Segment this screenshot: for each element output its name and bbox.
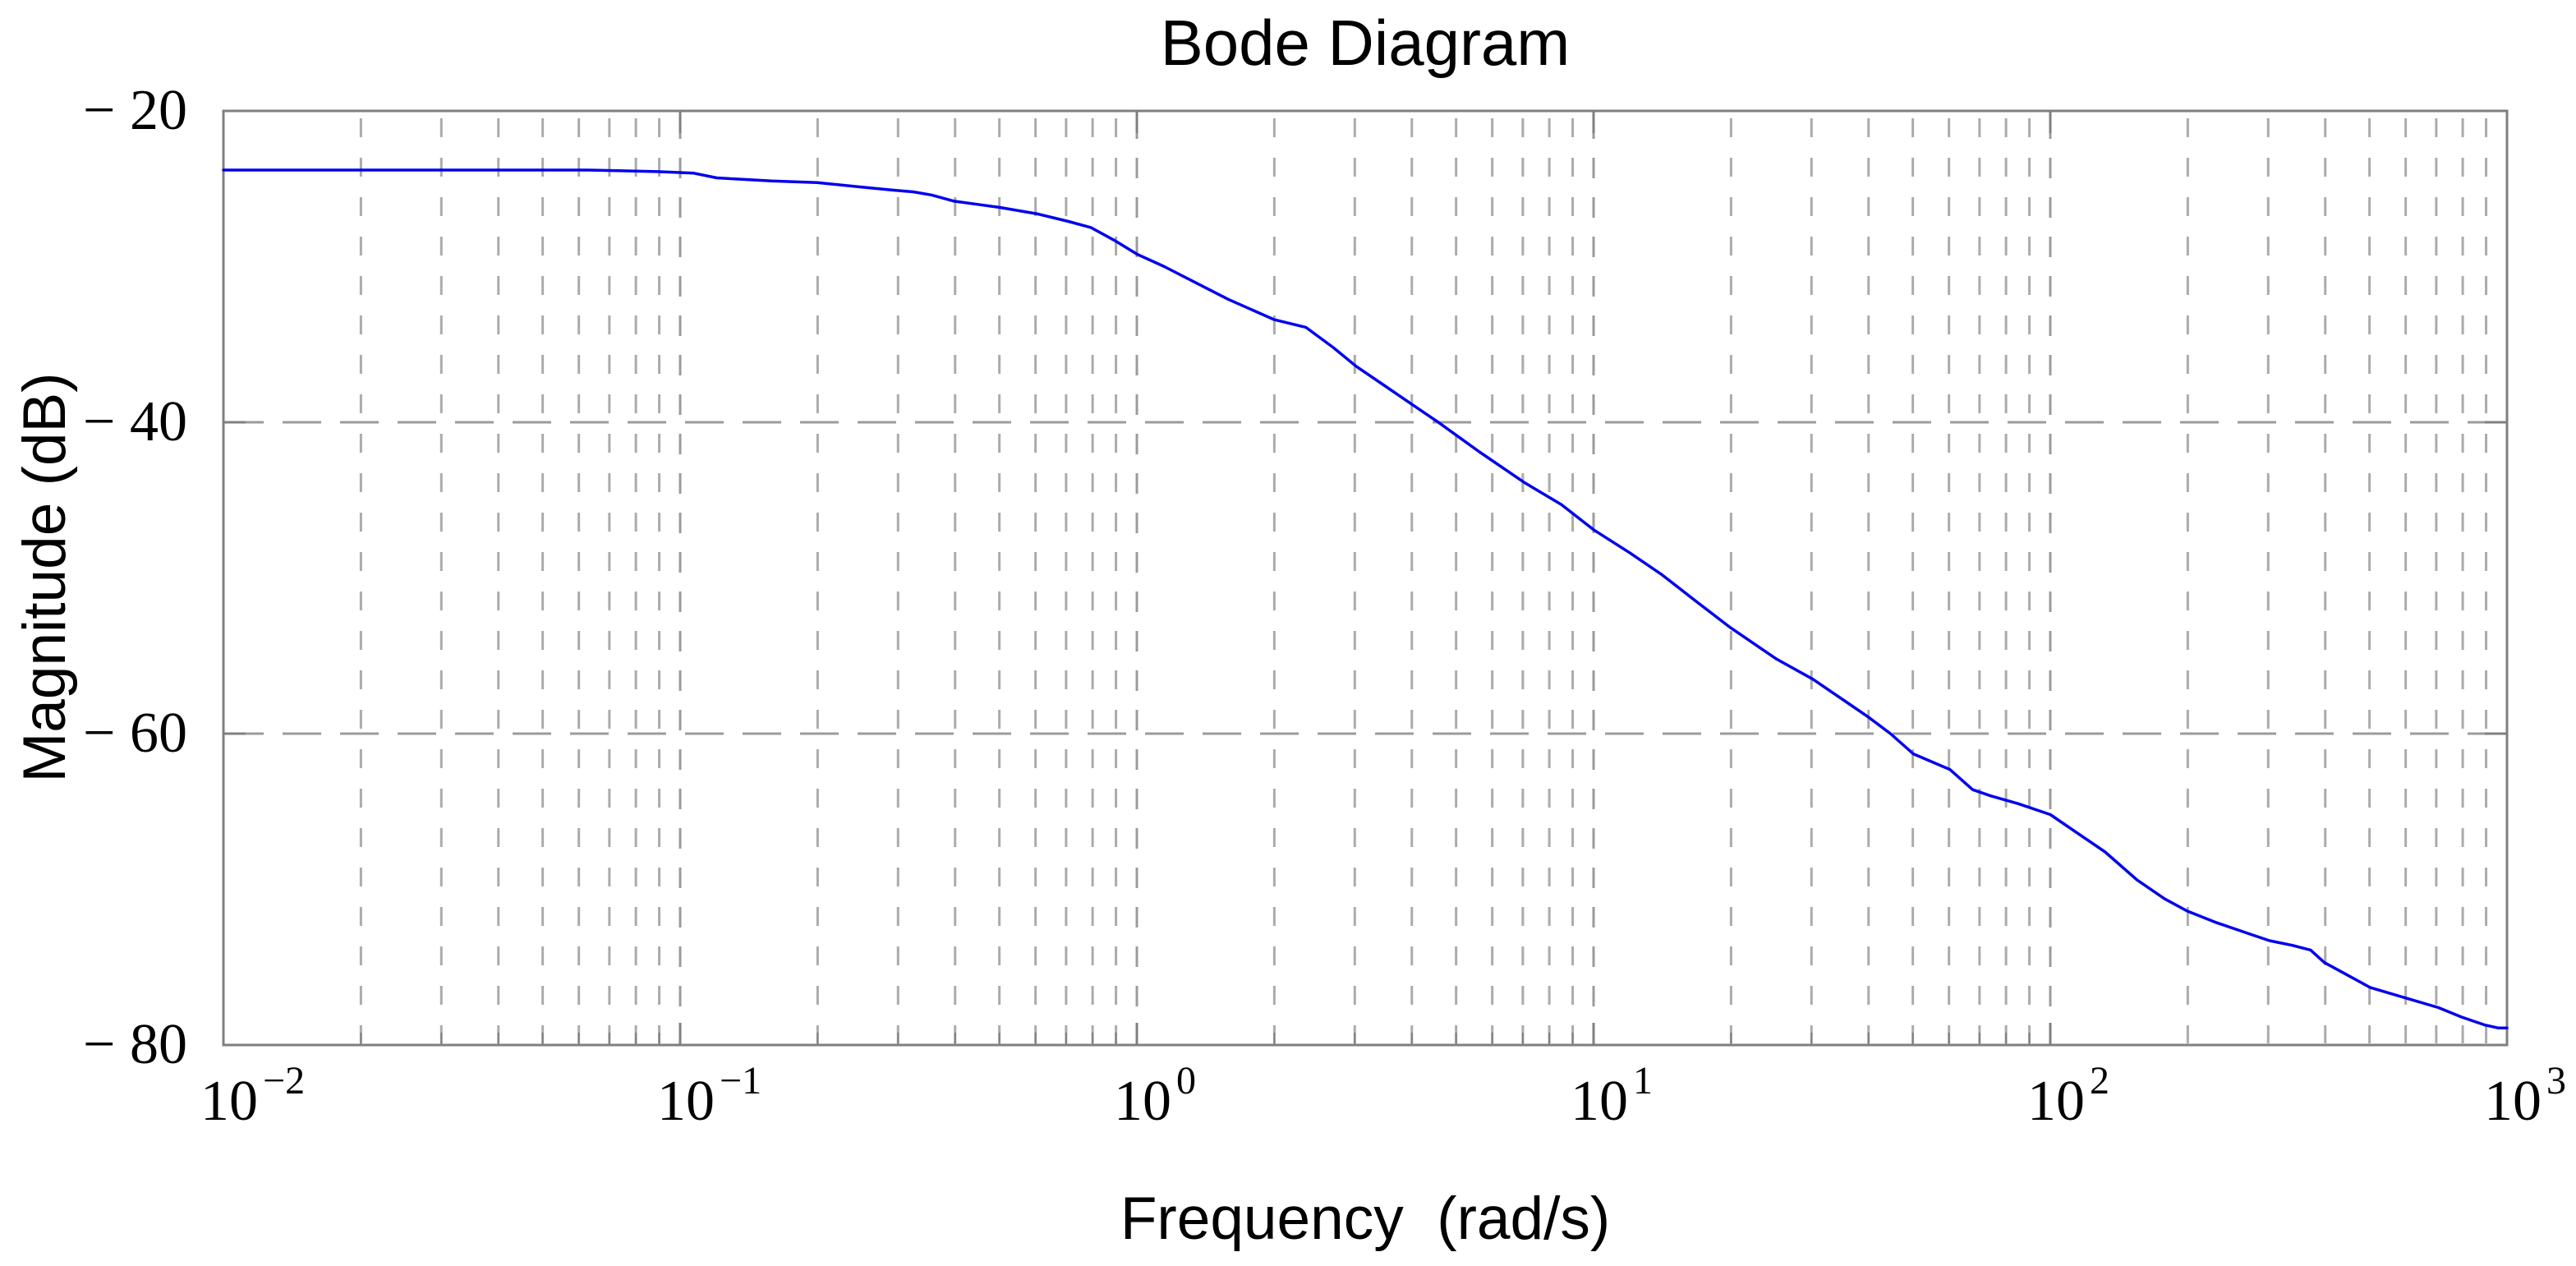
- x-tick-exponent: 2: [2090, 1059, 2109, 1103]
- x-tick-base: 10: [657, 1070, 715, 1133]
- x-tick-exponent: −2: [263, 1059, 306, 1103]
- x-tick-base: 10: [2027, 1070, 2085, 1133]
- x-tick-label: 10 3: [2484, 1061, 2566, 1133]
- y-tick-label: − 20: [83, 79, 187, 142]
- chart-title: Bode Diagram: [1160, 7, 1571, 79]
- x-tick-label: 10 0: [1114, 1061, 1196, 1133]
- x-tick-label: 10 1: [1571, 1061, 1653, 1133]
- x-tick-exponent: −1: [720, 1059, 762, 1103]
- x-tick-base: 10: [2484, 1070, 2542, 1133]
- axes-frame: [222, 109, 2509, 1047]
- x-tick-exponent: 0: [1176, 1059, 1196, 1103]
- x-tick-exponent: 3: [2546, 1059, 2566, 1103]
- x-tick-exponent: 1: [1633, 1059, 1653, 1103]
- x-axis-label: Frequency (rad/s): [1120, 1185, 1611, 1252]
- x-tick-label: 10 2: [2027, 1061, 2109, 1133]
- magnitude-curve: [222, 168, 2509, 1029]
- x-tick-label: 10 −2: [200, 1061, 305, 1133]
- x-tick-base: 10: [1114, 1070, 1171, 1133]
- y-tick-label: − 80: [83, 1013, 187, 1076]
- x-tick-label: 10 −1: [657, 1061, 761, 1133]
- y-tick-label: − 40: [83, 390, 187, 453]
- x-tick-base: 10: [200, 1070, 258, 1133]
- x-tick-base: 10: [1571, 1070, 1628, 1133]
- y-tick-label: − 60: [83, 702, 187, 765]
